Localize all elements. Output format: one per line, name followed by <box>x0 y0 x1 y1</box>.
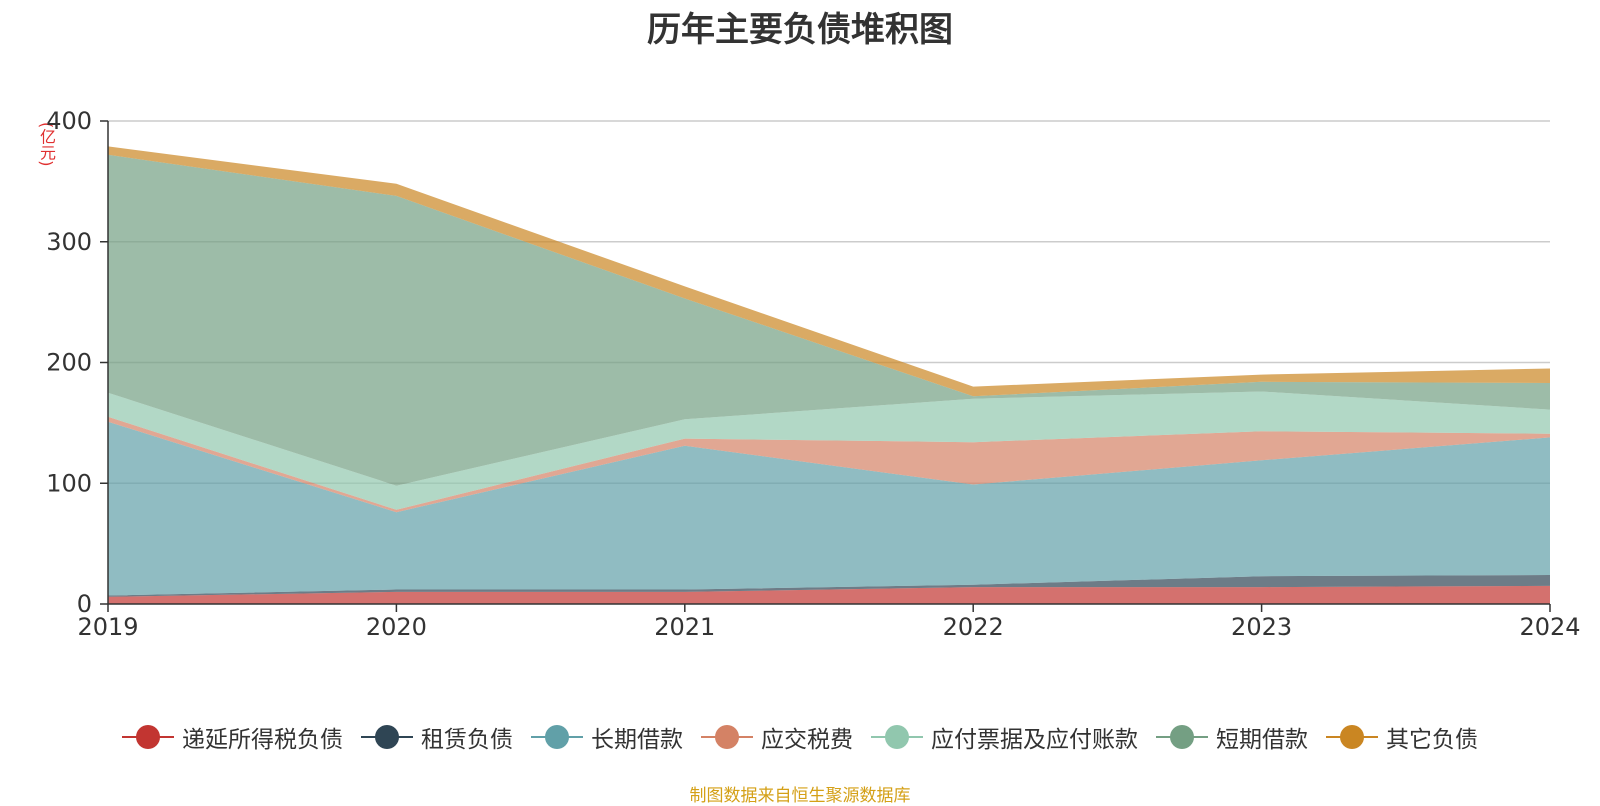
legend-label: 应付票据及应付账款 <box>931 727 1138 753</box>
x-tick-label: 2021 <box>654 613 715 641</box>
legend-item[interactable]: 应交税费 <box>701 720 853 754</box>
y-tick-label: 400 <box>46 107 92 135</box>
chart-legend: 递延所得税负债 租赁负债 长期借款 应交税费 应付票据及应付账款 短期借款 其它负债 <box>0 720 1600 754</box>
legend-label: 租赁负债 <box>421 727 513 753</box>
area-series-6 <box>108 146 1550 397</box>
x-tick-label: 2020 <box>366 613 427 641</box>
legend-marker-icon <box>1156 723 1208 751</box>
legend-item[interactable]: 应付票据及应付账款 <box>871 720 1138 754</box>
x-tick-label: 2019 <box>77 613 138 641</box>
legend-label: 长期借款 <box>591 727 683 753</box>
y-tick-label: 0 <box>77 590 92 618</box>
x-tick-label: 2023 <box>1231 613 1292 641</box>
legend-item[interactable]: 长期借款 <box>531 720 683 754</box>
chart-title: 历年主要负债堆积图 <box>647 10 953 50</box>
area-series-5 <box>108 154 1550 486</box>
y-tick-label: 100 <box>46 469 92 497</box>
legend-item[interactable]: 租赁负债 <box>361 720 513 754</box>
legend-marker-icon <box>1326 723 1378 751</box>
x-tick-label: 2022 <box>943 613 1004 641</box>
area-series-3 <box>108 416 1550 513</box>
legend-marker-icon <box>871 723 923 751</box>
x-tick-label: 2024 <box>1519 613 1580 641</box>
legend-label: 短期借款 <box>1216 727 1308 753</box>
legend-marker-icon <box>361 723 413 751</box>
area-series-1 <box>108 575 1550 597</box>
legend-item[interactable]: 递延所得税负债 <box>122 720 343 754</box>
y-axis-unit-label: (亿元) <box>37 122 56 167</box>
area-series-4 <box>108 391 1550 510</box>
legend-item[interactable]: 短期借款 <box>1156 720 1308 754</box>
area-series-2 <box>108 421 1550 596</box>
legend-marker-icon <box>122 723 174 751</box>
legend-item[interactable]: 其它负债 <box>1326 720 1478 754</box>
legend-label: 递延所得税负债 <box>182 727 343 753</box>
data-source-note: 制图数据来自恒生聚源数据库 <box>689 786 911 806</box>
legend-marker-icon <box>701 723 753 751</box>
y-tick-label: 200 <box>46 349 92 377</box>
y-tick-label: 300 <box>46 228 92 256</box>
area-series-0 <box>108 585 1550 604</box>
legend-label: 其它负债 <box>1386 727 1478 753</box>
legend-marker-icon <box>531 723 583 751</box>
legend-label: 应交税费 <box>761 727 853 753</box>
